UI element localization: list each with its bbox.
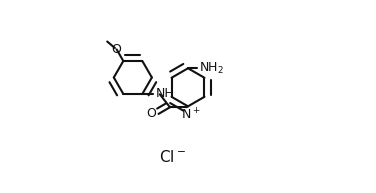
Text: NH$_2$: NH$_2$: [199, 61, 224, 76]
Text: O: O: [112, 43, 121, 56]
Text: N$^+$: N$^+$: [181, 107, 201, 123]
Text: Cl$^-$: Cl$^-$: [159, 149, 186, 165]
Text: O: O: [147, 108, 157, 120]
Text: NH: NH: [156, 87, 174, 100]
